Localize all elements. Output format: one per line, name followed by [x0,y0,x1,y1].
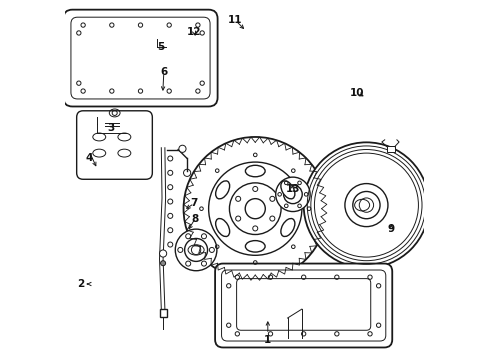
Text: 2: 2 [77,279,84,289]
Circle shape [208,162,301,255]
Ellipse shape [215,181,229,199]
Circle shape [229,183,281,234]
Text: 13: 13 [285,184,300,194]
Text: 1: 1 [264,334,271,345]
FancyBboxPatch shape [63,10,217,107]
Ellipse shape [245,165,264,177]
Text: 6: 6 [160,67,167,77]
Circle shape [167,242,172,247]
Circle shape [160,261,165,266]
Ellipse shape [215,219,229,237]
Ellipse shape [280,181,294,199]
Text: 8: 8 [191,214,198,224]
Circle shape [275,177,309,212]
Circle shape [167,213,172,219]
Circle shape [179,145,185,152]
Text: 12: 12 [187,27,201,37]
Circle shape [167,228,172,233]
Circle shape [167,199,172,204]
Text: 9: 9 [386,225,393,234]
Text: 7: 7 [190,198,198,208]
Ellipse shape [280,219,294,237]
Text: 4: 4 [86,153,93,163]
Text: 5: 5 [157,42,164,51]
Circle shape [167,185,172,190]
Circle shape [183,137,326,280]
Circle shape [303,142,428,268]
Bar [386,145,394,152]
Circle shape [244,199,265,219]
Circle shape [167,156,172,161]
Circle shape [159,250,166,257]
Bar [159,309,166,317]
FancyBboxPatch shape [215,264,391,347]
Circle shape [175,229,217,271]
Ellipse shape [245,240,264,252]
Circle shape [167,170,172,175]
Text: 11: 11 [228,15,242,26]
Text: 3: 3 [107,123,115,133]
Text: 10: 10 [349,88,364,98]
FancyBboxPatch shape [77,111,152,179]
